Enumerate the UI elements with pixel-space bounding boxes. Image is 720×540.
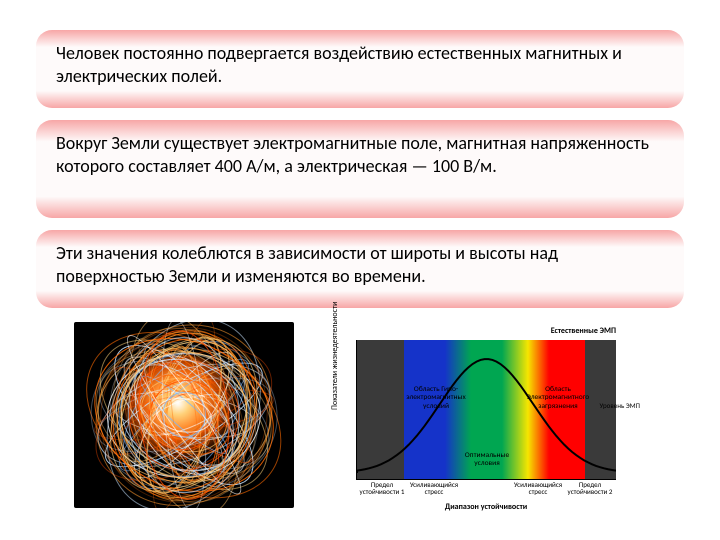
x-tick-labels: Предел устойчивости 1 Усиливающийся стре…	[356, 481, 616, 496]
x-tick: Усиливающийся стресс	[408, 481, 460, 496]
info-card-3: Эти значения колеблются в зависимости от…	[36, 230, 684, 308]
magnetic-field-figure	[74, 322, 294, 508]
field-lines	[74, 322, 294, 508]
hypo-region-label: Область Гипо-электромагнитных условий	[401, 386, 471, 411]
right-limit-label: Уровень ЭМП	[600, 402, 640, 410]
card-text: Эти значения колеблются в зависимости от…	[56, 242, 558, 287]
info-card-1: Человек постоянно подвергается воздейств…	[36, 30, 684, 108]
spectrum-chart: Показатели жизнедеятельности Естественны…	[326, 322, 646, 518]
figures-row: Показатели жизнедеятельности Естественны…	[36, 322, 684, 522]
optimal-label: Оптимальные условия	[457, 452, 517, 469]
x-tick: Предел устойчивости 2	[564, 481, 616, 496]
y-axis-label: Показатели жизнедеятельности	[330, 302, 340, 410]
x-tick	[460, 481, 512, 496]
plot-area: Область Гипо-электромагнитных условий Об…	[356, 340, 616, 480]
card-text: Вокруг Земли существует электромагнитные…	[56, 132, 649, 177]
x-axis-title: Диапазон устойчивости	[356, 502, 616, 512]
hyper-region-label: Область Электромагнитного загрязнения	[518, 386, 598, 411]
x-tick: Предел устойчивости 1	[356, 481, 408, 496]
x-tick: Усиливающийся стресс	[512, 481, 564, 496]
info-card-2: Вокруг Земли существует электромагнитные…	[36, 120, 684, 218]
card-text: Человек постоянно подвергается воздейств…	[56, 42, 622, 87]
chart-title: Естественные ЭМП	[551, 326, 616, 336]
